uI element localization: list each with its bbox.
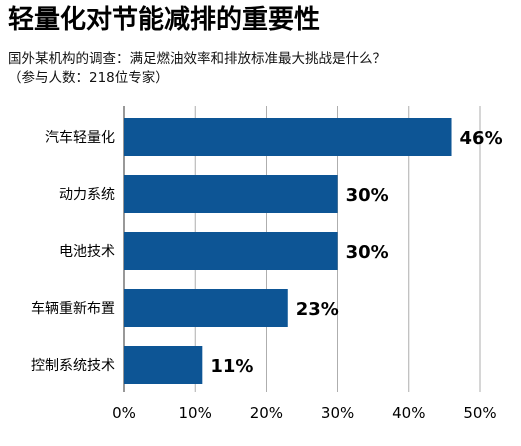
- category-label: 控制系统技术: [31, 358, 115, 374]
- x-tick-label: 0%: [112, 404, 136, 422]
- x-tick-label: 20%: [250, 404, 283, 422]
- category-label: 动力系统: [59, 187, 115, 203]
- chart-subtitle: 国外某机构的调查：满足燃油效率和排放标准最大挑战是什么？ （参与人数：218位专…: [8, 50, 513, 88]
- category-label: 汽车轻量化: [45, 129, 115, 146]
- bar: [124, 232, 338, 270]
- participant-note: （参与人数：218位专家）: [8, 70, 169, 86]
- x-tick-label: 50%: [463, 404, 496, 422]
- bar: [124, 346, 203, 384]
- x-tick-label: 40%: [392, 404, 425, 422]
- chart-title: 轻量化对节能减排的重要性: [8, 5, 321, 35]
- bar: [124, 118, 452, 156]
- bar: [124, 175, 338, 213]
- value-label: 30%: [346, 185, 389, 206]
- x-axis-ticks: 0% 10% 20% 30% 40% 50%: [112, 404, 497, 422]
- category-label: 电池技术: [59, 244, 115, 260]
- value-label: 11%: [210, 356, 253, 377]
- x-tick-label: 30%: [321, 404, 354, 422]
- value-label: 23%: [296, 299, 339, 320]
- bar: [124, 289, 288, 327]
- value-labels: 46% 30% 30% 23% 11%: [210, 128, 502, 377]
- value-label: 30%: [346, 242, 389, 263]
- x-tick-label: 10%: [179, 404, 212, 422]
- value-label: 46%: [460, 128, 503, 149]
- survey-question: 国外某机构的调查：满足燃油效率和排放标准最大挑战是什么？: [8, 51, 386, 67]
- category-label: 车辆重新布置: [31, 300, 115, 317]
- bars: [124, 118, 452, 384]
